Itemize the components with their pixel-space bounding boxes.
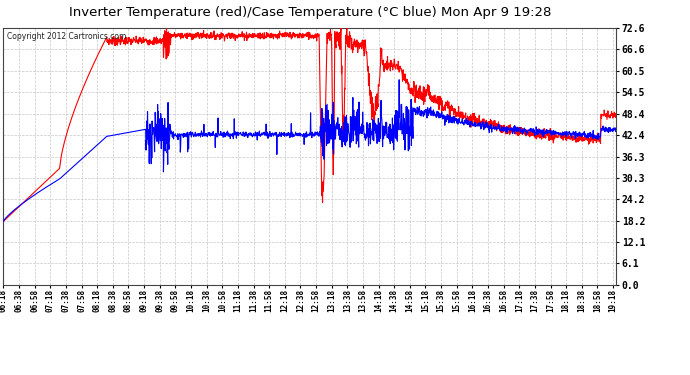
Text: Copyright 2012 Cartronics.com: Copyright 2012 Cartronics.com xyxy=(6,32,126,41)
Text: Inverter Temperature (red)/Case Temperature (°C blue) Mon Apr 9 19:28: Inverter Temperature (red)/Case Temperat… xyxy=(68,6,551,19)
